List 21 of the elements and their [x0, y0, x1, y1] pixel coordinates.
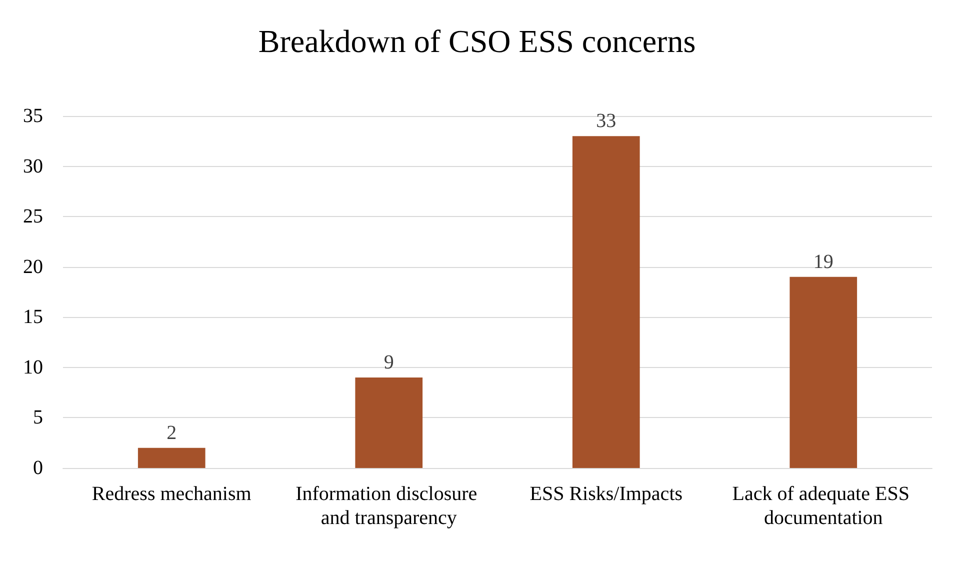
- x-tick-label: Lack of adequate ESS documentation: [732, 483, 914, 529]
- y-tick-label: 5: [33, 406, 43, 429]
- x-tick-label: ESS Risks/Impacts: [530, 483, 683, 505]
- data-label: 2: [166, 422, 177, 444]
- y-tick-label: 35: [23, 105, 43, 127]
- x-tick-label: Redress mechanism: [92, 483, 252, 505]
- data-label: 33: [596, 110, 616, 132]
- data-label: 9: [384, 351, 394, 374]
- y-tick-label: 10: [23, 356, 43, 378]
- bar: [355, 377, 423, 468]
- y-tick-label: 20: [23, 256, 43, 278]
- data-label: 19: [813, 250, 834, 273]
- bar: [572, 136, 640, 468]
- chart-title: Breakdown of CSO ESS concerns: [258, 23, 696, 59]
- y-tick-label: 0: [33, 457, 43, 479]
- y-tick-label: 25: [23, 206, 43, 228]
- bar: [138, 448, 206, 468]
- x-tick-label: Information disclosure and transparency: [296, 483, 482, 529]
- bar: [790, 276, 858, 468]
- y-tick-label: 15: [23, 306, 43, 328]
- y-tick-label: 30: [23, 155, 43, 178]
